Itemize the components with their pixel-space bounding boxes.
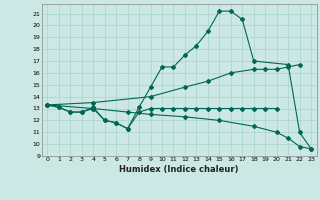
X-axis label: Humidex (Indice chaleur): Humidex (Indice chaleur) bbox=[119, 165, 239, 174]
